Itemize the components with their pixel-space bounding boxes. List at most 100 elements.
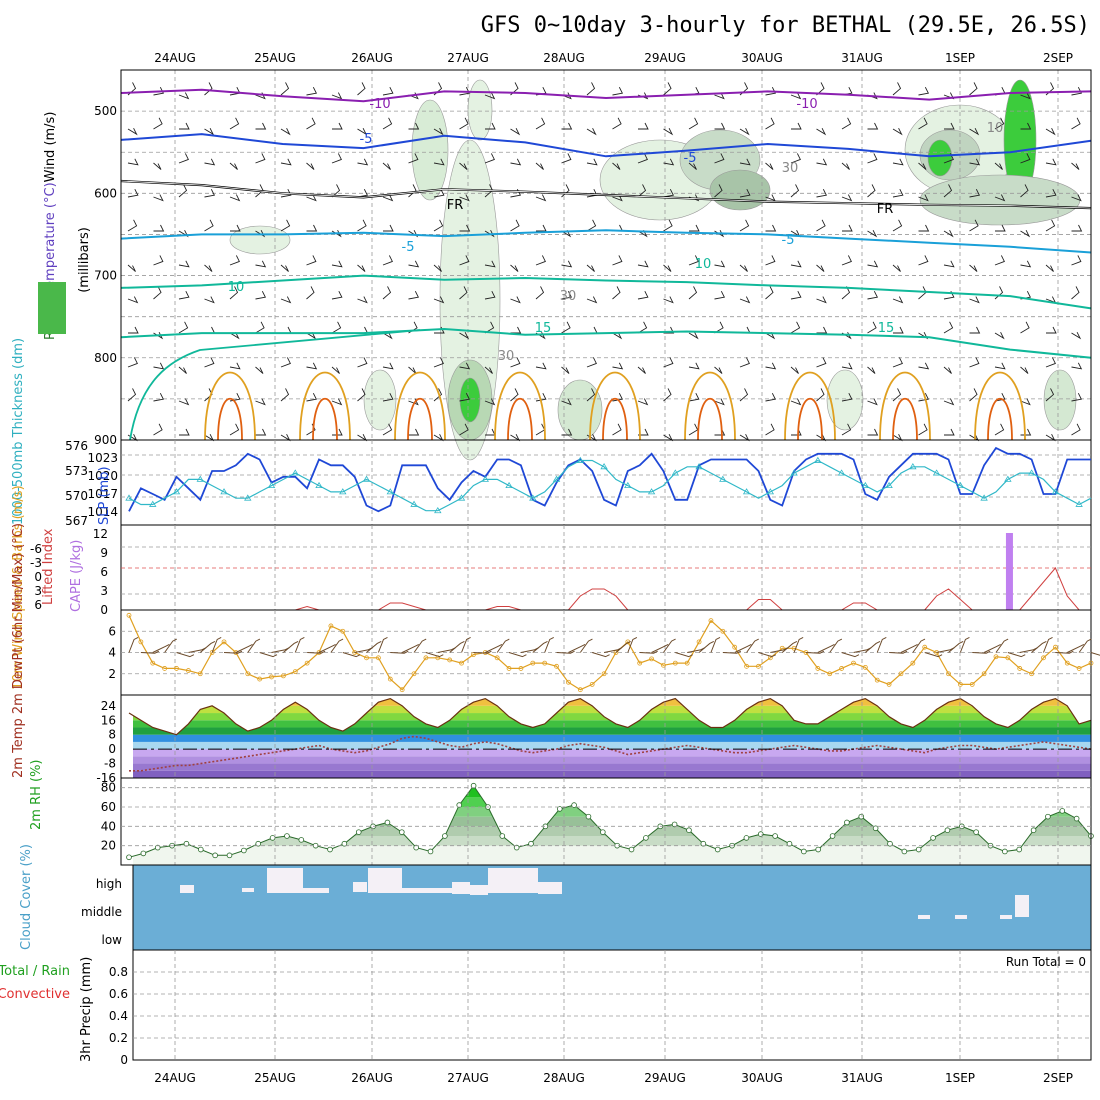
p7-ylabel: Cloud Cover (%) [19, 844, 34, 950]
surface-barb [485, 643, 503, 653]
wind-speed-marker [993, 654, 999, 660]
wind-barb [867, 398, 878, 406]
rh-marker [212, 852, 218, 859]
rh-marker [255, 840, 262, 847]
wind-barb [357, 296, 368, 304]
surface-barb [865, 641, 881, 653]
wind-barb [255, 366, 264, 374]
wind-barb [382, 117, 393, 130]
wind-barb [663, 264, 672, 272]
wind-barb [535, 162, 544, 170]
wind-barb [943, 260, 955, 268]
wind-barb [586, 219, 597, 232]
wind-speed-marker [957, 681, 963, 687]
rh-band [133, 807, 1091, 817]
wind-barb [204, 189, 216, 198]
contour-label: -10 [796, 97, 817, 112]
p5-ytick: 0 [108, 742, 116, 756]
wind-speed-marker [1041, 655, 1046, 661]
wind-barb [561, 153, 572, 164]
wind-barb [433, 158, 445, 166]
wind-barb [867, 428, 879, 436]
rh-blob [467, 79, 493, 141]
wind-barb [816, 326, 828, 334]
rh-legend-swatch [38, 282, 66, 334]
wind-speed-marker [732, 644, 738, 650]
wind-speed-marker [566, 679, 571, 685]
wind-barb [790, 92, 802, 100]
contour-darkorange [797, 397, 823, 441]
p4-ytick: 6 [108, 624, 116, 638]
wind-barb [484, 229, 495, 238]
wind-speed-marker [1064, 660, 1070, 666]
cloud-block [955, 915, 967, 919]
rh-marker [901, 848, 908, 855]
wind-barb [714, 92, 725, 100]
bottom-date-label: 1SEP [945, 1071, 975, 1085]
wind-barb [765, 162, 774, 170]
wind-speed-marker [969, 681, 975, 687]
bottom-date-label: 28AUG [543, 1071, 585, 1085]
wind-barb [510, 357, 521, 368]
wind-speed-marker [589, 681, 595, 687]
thickness-marker [1027, 469, 1036, 476]
top-date-label: 28AUG [543, 51, 585, 65]
thickness-marker [315, 481, 323, 489]
contour-orange [684, 371, 736, 441]
surface-barb [377, 637, 388, 653]
p2-ytick-left: 576 [65, 439, 88, 453]
wind-barb [1020, 398, 1031, 406]
wind-barb [612, 162, 621, 170]
contour-label: -5 [782, 233, 795, 248]
surface-barb [1078, 638, 1092, 653]
wind-barb [153, 224, 165, 232]
wind-barb [153, 117, 163, 130]
contour-darkorange [217, 397, 243, 441]
wind-barb [663, 326, 675, 334]
rh-marker [714, 846, 721, 853]
wind-barb [1046, 326, 1057, 334]
wind-speed-marker [185, 668, 191, 673]
top-date-label: 29AUG [644, 51, 686, 65]
thickness-marker [600, 463, 608, 470]
wind-barb [382, 331, 393, 340]
p8-ylabel-total: Total / Rain [0, 964, 70, 979]
wind-barb [1020, 366, 1029, 374]
wind-barb [535, 423, 546, 436]
bottom-date-label: 29AUG [644, 1071, 686, 1085]
contour-darkorange [602, 397, 628, 441]
wind-barb [688, 286, 698, 300]
wind-barb [1020, 153, 1031, 164]
rh-marker [815, 846, 821, 853]
thickness-marker [1051, 488, 1060, 495]
temp-band [133, 734, 1091, 742]
p8-ylabel-convective: Convective [0, 987, 70, 1002]
wind-speed-marker [862, 664, 868, 670]
surface-barb [615, 641, 631, 653]
wind-barb [765, 87, 777, 96]
contour-orange [394, 371, 446, 441]
wind-barb [816, 433, 827, 442]
wind-speed-marker [245, 671, 251, 677]
wind-barb [586, 357, 597, 368]
wind-barb [255, 398, 266, 406]
p5-ytick: 16 [101, 713, 116, 727]
contour-darkorange [507, 397, 533, 441]
surface-barb [128, 637, 139, 653]
wind-barb [663, 388, 672, 402]
wind-barb [892, 264, 901, 272]
wind-barb [357, 219, 367, 232]
bottom-date-label: 27AUG [447, 1071, 489, 1085]
wind-barb [459, 255, 470, 266]
wind-barb [918, 117, 928, 130]
rh-blob [1043, 369, 1077, 431]
wind-barb [535, 286, 545, 300]
wind-speed-marker [661, 662, 666, 668]
wind-barb [280, 158, 292, 166]
wind-barb [433, 264, 442, 272]
temp-band [133, 705, 1091, 714]
p5-ytick: -16 [96, 771, 116, 785]
p8-ytick: 0.8 [109, 965, 128, 979]
thickness-marker [695, 463, 703, 470]
wind-barb [1020, 184, 1029, 198]
